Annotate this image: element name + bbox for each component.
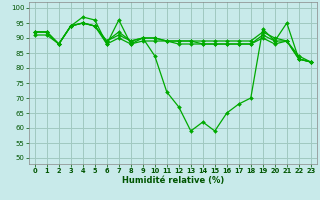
X-axis label: Humidité relative (%): Humidité relative (%) — [122, 176, 224, 185]
